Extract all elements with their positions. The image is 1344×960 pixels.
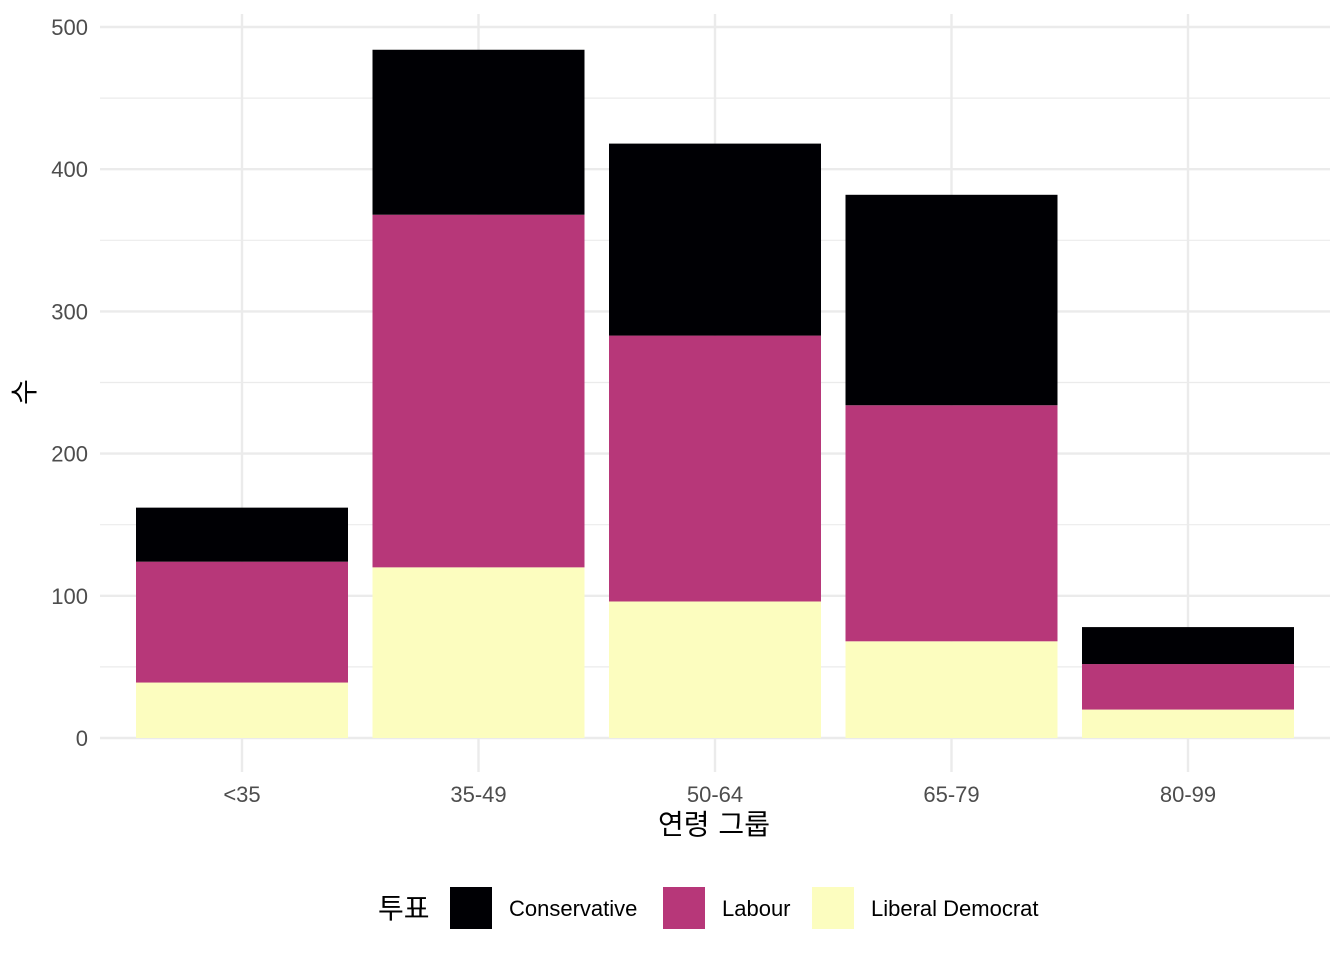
- bar-segment-labour: [1082, 664, 1294, 710]
- y-tick-label: 500: [51, 15, 88, 40]
- legend-label: Liberal Democrat: [871, 896, 1039, 921]
- bar-segment-labour: [136, 561, 348, 683]
- legend-key: [663, 887, 705, 929]
- x-tick-label: 50-64: [687, 782, 743, 807]
- x-tick-label: 35-49: [450, 782, 506, 807]
- x-tick-label: 65-79: [923, 782, 979, 807]
- legend-key: [812, 887, 854, 929]
- legend-label: Conservative: [509, 896, 637, 921]
- x-axis-tick-labels: <35 35-49 50-64 65-79 80-99: [223, 782, 1216, 807]
- y-tick-label: 300: [51, 299, 88, 324]
- bar-segment-labour: [372, 214, 585, 568]
- bar-segment-labour: [609, 335, 821, 602]
- y-axis-title: 수: [8, 379, 41, 405]
- legend-title: 투표: [378, 892, 430, 925]
- legend-label: Labour: [722, 896, 791, 921]
- bar-segment-liberal-democrat: [136, 682, 348, 738]
- bars: [136, 49, 1294, 738]
- bar-segment-conservative: [136, 507, 348, 562]
- bar-segment-conservative: [609, 143, 821, 336]
- legend-key: [450, 887, 492, 929]
- bar-segment-liberal-democrat: [609, 601, 821, 738]
- y-tick-label: 400: [51, 157, 88, 182]
- x-axis-title: 연령 그룹: [658, 808, 770, 841]
- y-tick-label: 200: [51, 442, 88, 467]
- bar-segment-conservative: [845, 194, 1058, 406]
- x-tick-label: <35: [223, 782, 260, 807]
- bar-segment-labour: [845, 405, 1058, 642]
- y-axis-tick-labels: 0 100 200 300 400 500: [51, 15, 88, 751]
- x-tick-label: 80-99: [1160, 782, 1216, 807]
- y-tick-label: 0: [76, 726, 88, 751]
- bar-segment-liberal-democrat: [372, 567, 585, 738]
- y-tick-label: 100: [51, 584, 88, 609]
- bar-segment-liberal-democrat: [845, 641, 1058, 738]
- bar-segment-conservative: [372, 49, 585, 215]
- bar-segment-conservative: [1082, 627, 1294, 665]
- bar-segment-liberal-democrat: [1082, 709, 1294, 738]
- legend: 투표 Conservative Labour Liberal Democrat: [378, 887, 1039, 929]
